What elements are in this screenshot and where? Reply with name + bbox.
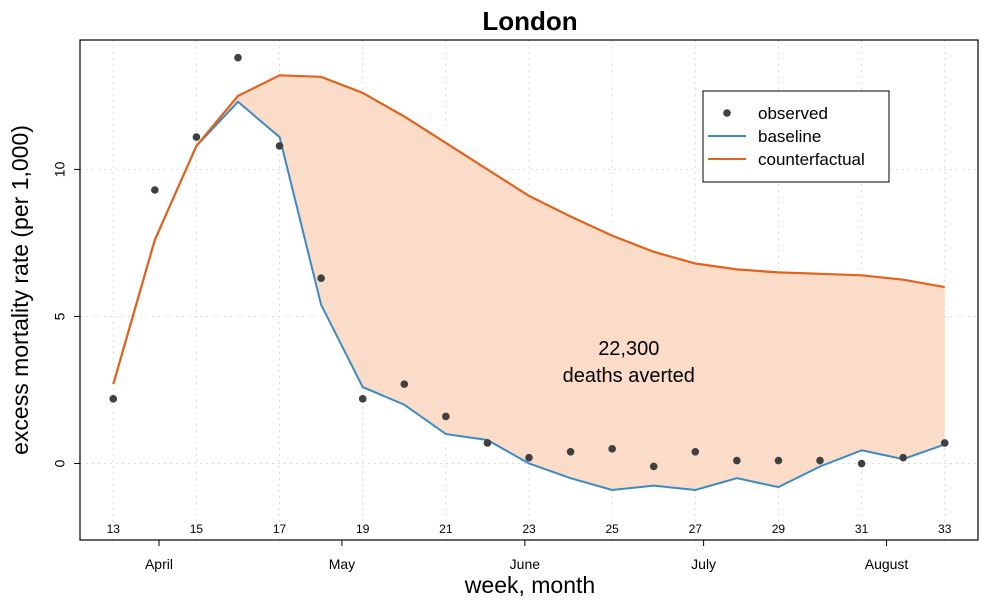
observed-point xyxy=(899,453,907,462)
week-tick-label: 13 xyxy=(107,522,121,536)
y-tick-label: 0 xyxy=(52,459,68,467)
observed-point xyxy=(733,456,741,465)
legend-label-counterfactual: counterfactual xyxy=(758,150,865,169)
y-tick-label: 5 xyxy=(52,312,68,320)
observed-point xyxy=(608,445,616,453)
week-tick-label: 25 xyxy=(605,522,619,536)
observed-point xyxy=(442,412,450,421)
week-tick-label: 19 xyxy=(356,522,370,536)
observed-point xyxy=(275,142,284,150)
legend-label-baseline: baseline xyxy=(758,127,821,146)
legend: observed baseline counterfactual xyxy=(702,90,890,183)
observed-point xyxy=(774,456,783,465)
week-tick-label: 21 xyxy=(439,522,453,536)
y-axis: 0 5 10 xyxy=(52,161,80,467)
observed-point xyxy=(940,439,949,447)
observed-point xyxy=(317,274,325,283)
observed-point xyxy=(816,456,824,465)
observed-point xyxy=(691,447,700,456)
week-tick-label: 27 xyxy=(689,522,703,536)
week-tick-label: 29 xyxy=(772,522,786,536)
month-tick-label: April xyxy=(145,556,173,572)
plot-frame xyxy=(79,39,979,541)
legend-marker-observed xyxy=(723,109,731,117)
x-axis: 13 15 17 19 21 23 25 27 29 31 33 April May June July Au… xyxy=(107,522,952,572)
week-tick-label: 23 xyxy=(522,522,536,536)
observed-point xyxy=(192,133,201,141)
chart-title: London xyxy=(482,6,577,36)
week-tick-label: 31 xyxy=(855,522,869,536)
week-tick-label: 15 xyxy=(190,522,204,536)
series-line-baseline xyxy=(112,100,946,492)
series-line-counterfactual xyxy=(112,74,945,385)
x-axis-title: week, month xyxy=(464,572,595,598)
week-tick-label: 33 xyxy=(938,522,952,536)
month-tick-label: August xyxy=(865,556,909,572)
observed-point xyxy=(109,395,118,403)
month-tick-label: June xyxy=(510,556,541,572)
observed-point xyxy=(566,447,575,456)
week-tick-label: 17 xyxy=(273,522,287,536)
observed-point xyxy=(525,453,533,462)
y-tick-label: 10 xyxy=(52,161,68,177)
month-tick-label: May xyxy=(329,556,355,572)
annotation-count: 22,300 xyxy=(598,338,659,360)
observed-point xyxy=(857,459,866,468)
y-axis-title: excess mortality rate (per 1,000) xyxy=(7,125,33,455)
observed-point xyxy=(234,53,242,62)
observed-points xyxy=(109,53,949,471)
observed-point xyxy=(483,439,492,447)
observed-point xyxy=(358,395,367,403)
month-tick-label: July xyxy=(691,556,716,572)
averted-area xyxy=(113,75,945,491)
annotation-caption: deaths averted xyxy=(563,365,695,387)
observed-point xyxy=(400,380,409,388)
legend-label-observed: observed xyxy=(758,104,828,123)
observed-point xyxy=(649,462,658,471)
observed-point xyxy=(151,186,159,194)
